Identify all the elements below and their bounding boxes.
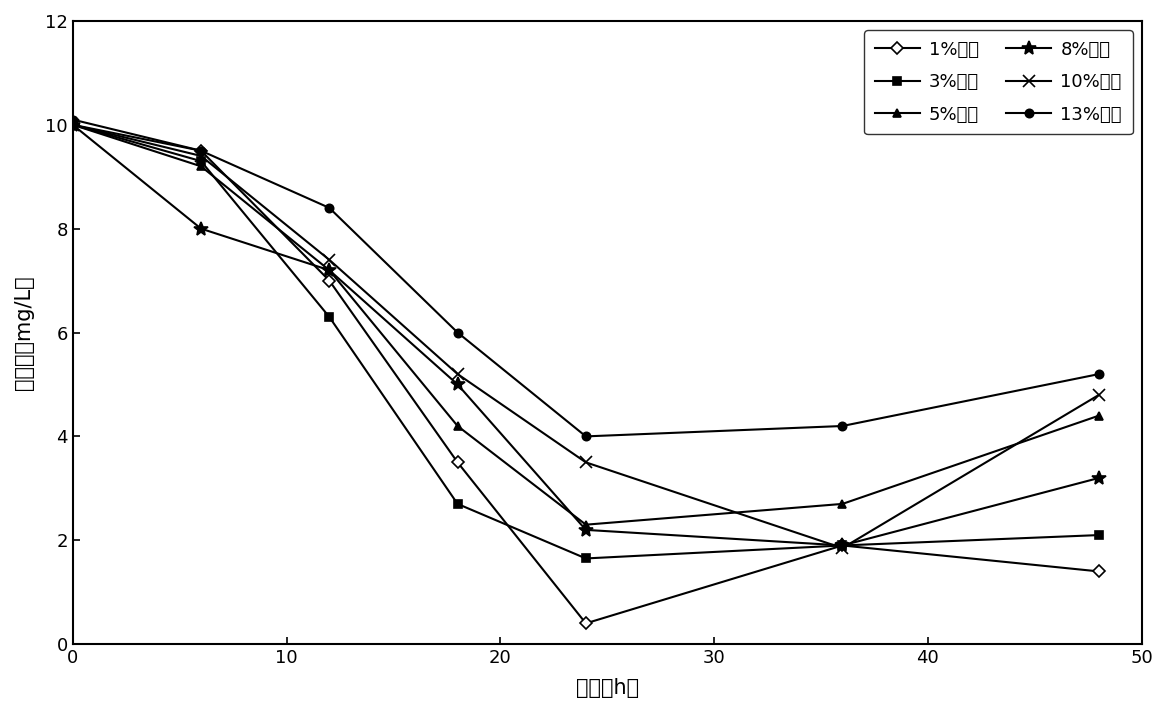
13%盐度	[65, 115, 79, 124]
13%盐度	[322, 204, 336, 212]
3%盐度	[836, 541, 850, 550]
5%盐度	[194, 162, 208, 171]
3%盐度	[322, 313, 336, 321]
Line: 13%盐度: 13%盐度	[69, 115, 1103, 441]
Line: 5%盐度: 5%盐度	[69, 120, 1103, 529]
10%盐度	[579, 458, 593, 466]
Line: 8%盐度: 8%盐度	[65, 117, 1106, 553]
10%盐度	[322, 256, 336, 264]
8%盐度	[836, 541, 850, 550]
1%盐度	[1092, 567, 1106, 576]
3%盐度	[1092, 531, 1106, 540]
5%盐度	[65, 120, 79, 129]
3%盐度	[65, 120, 79, 129]
10%盐度	[450, 370, 464, 378]
X-axis label: 时间（h）: 时间（h）	[575, 678, 638, 698]
1%盐度	[65, 120, 79, 129]
8%盐度	[65, 120, 79, 129]
10%盐度	[1092, 391, 1106, 399]
Line: 1%盐度: 1%盐度	[69, 120, 1103, 627]
10%盐度	[194, 152, 208, 160]
5%盐度	[836, 500, 850, 508]
Line: 3%盐度: 3%盐度	[69, 120, 1103, 562]
3%盐度	[450, 500, 464, 508]
8%盐度	[322, 266, 336, 274]
Line: 10%盐度: 10%盐度	[68, 119, 1104, 554]
1%盐度	[450, 458, 464, 466]
Legend: 1%盐度, 3%盐度, 5%盐度, 8%盐度, 10%盐度, 13%盐度: 1%盐度, 3%盐度, 5%盐度, 8%盐度, 10%盐度, 13%盐度	[864, 30, 1133, 135]
13%盐度	[1092, 370, 1106, 378]
8%盐度	[450, 380, 464, 389]
13%盐度	[579, 432, 593, 441]
13%盐度	[836, 422, 850, 430]
1%盐度	[579, 619, 593, 628]
Y-axis label: 碗酸盐（mg/L）: 碗酸盐（mg/L）	[14, 276, 34, 390]
1%盐度	[322, 276, 336, 285]
3%盐度	[579, 554, 593, 562]
5%盐度	[1092, 412, 1106, 420]
13%盐度	[194, 147, 208, 155]
8%盐度	[194, 224, 208, 233]
3%盐度	[194, 157, 208, 165]
5%盐度	[322, 266, 336, 274]
5%盐度	[579, 520, 593, 529]
8%盐度	[1092, 473, 1106, 482]
5%盐度	[450, 422, 464, 430]
10%盐度	[65, 120, 79, 129]
8%盐度	[579, 525, 593, 534]
13%盐度	[450, 328, 464, 337]
10%盐度	[836, 544, 850, 553]
1%盐度	[194, 147, 208, 155]
1%盐度	[836, 541, 850, 550]
